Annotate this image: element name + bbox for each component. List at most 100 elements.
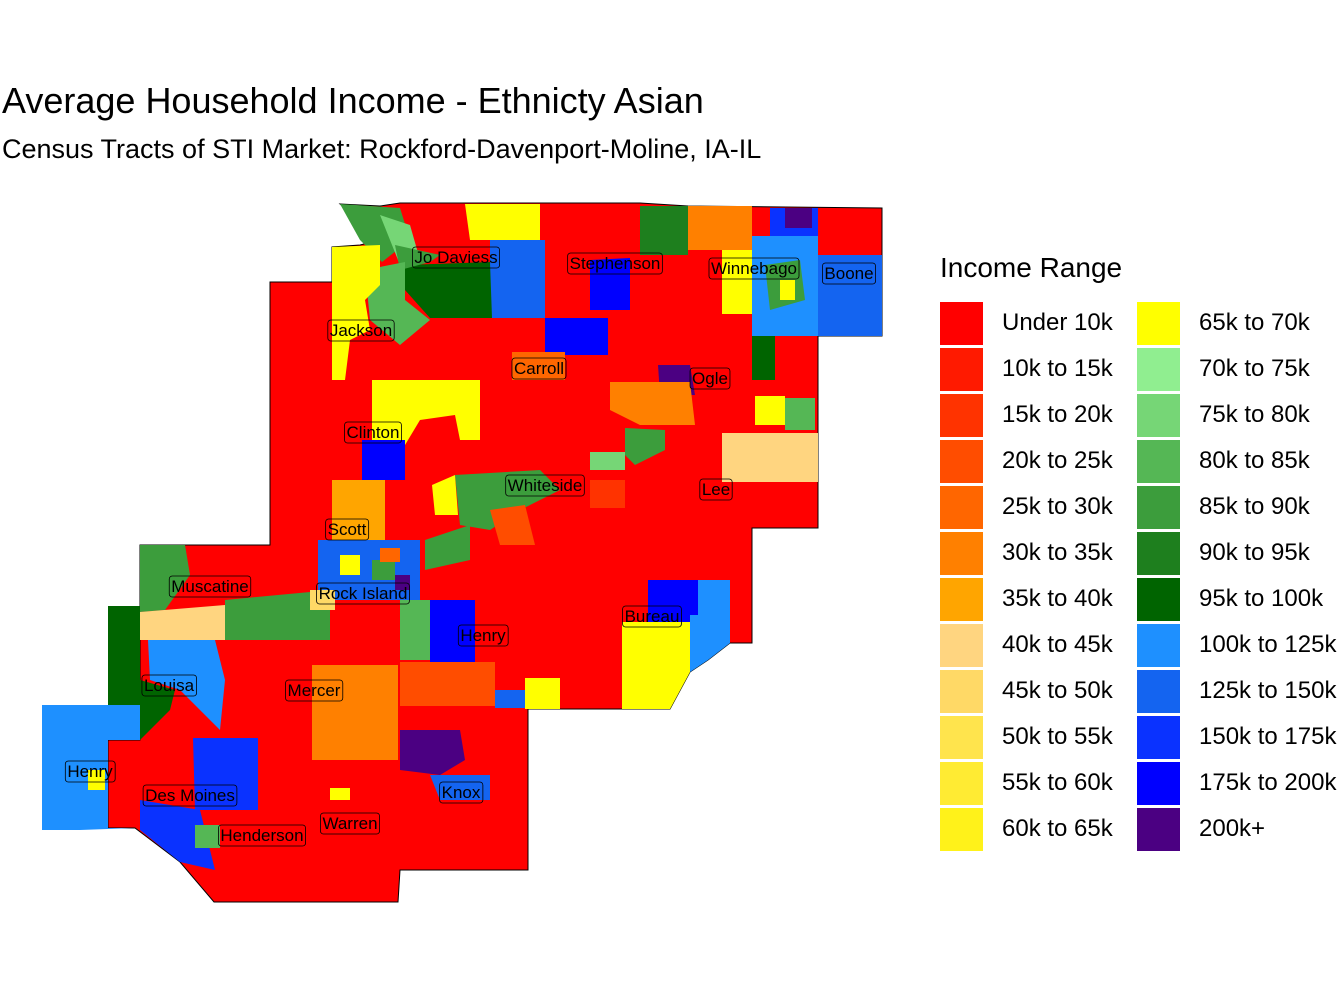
county-label-text: Louisa <box>144 676 195 695</box>
legend-label: 35k to 40k <box>1002 585 1113 612</box>
tract <box>400 662 495 706</box>
county-label-box <box>64 760 116 783</box>
legend-title: Income Range <box>940 252 1123 283</box>
tract <box>545 318 608 355</box>
legend-swatch <box>940 578 983 621</box>
legend-label: 25k to 30k <box>1002 493 1113 520</box>
legend-label: 200k+ <box>1199 815 1266 842</box>
tract <box>755 396 785 425</box>
county-label-box <box>457 624 509 647</box>
tract <box>372 560 395 580</box>
county-labels: Jo Daviess Stephenson Winnebago Boone Jackso… <box>64 246 876 847</box>
county-label: Henderson <box>218 824 306 847</box>
county-label-text: Carroll <box>514 359 564 378</box>
county-label-text: Bureau <box>625 607 680 626</box>
legend-label: 45k to 50k <box>1002 677 1113 704</box>
tract <box>512 352 565 380</box>
tract <box>648 580 698 622</box>
county-label: Bureau <box>622 605 682 628</box>
tract <box>225 592 330 640</box>
legend-swatch <box>1137 302 1180 345</box>
legend-label: 50k to 55k <box>1002 723 1113 750</box>
legend-swatch <box>940 762 983 805</box>
legend-swatch <box>940 532 983 575</box>
county-label: Scott <box>325 518 370 541</box>
county-label: Warren <box>320 812 380 835</box>
legend-label: 15k to 20k <box>1002 401 1113 428</box>
county-label-box <box>285 679 344 702</box>
county-label-text: Henry <box>67 762 113 781</box>
tract <box>430 775 490 800</box>
county-label-box <box>168 575 252 598</box>
county-label: Jo Daviess <box>412 246 500 269</box>
tract <box>640 206 688 255</box>
county-label-text: Rock Island <box>319 584 408 603</box>
tract <box>590 452 625 470</box>
county-label-text: Boone <box>824 264 873 283</box>
tract <box>312 665 398 760</box>
legend-label: 95k to 100k <box>1199 585 1324 612</box>
county-label-text: Henderson <box>220 826 303 845</box>
tract <box>430 600 475 662</box>
legend-swatch <box>940 348 983 391</box>
county-label-box <box>505 474 585 497</box>
county-label-box <box>567 252 663 275</box>
legend-swatch <box>940 670 983 713</box>
county-label-box <box>320 812 380 835</box>
legend-swatch <box>1137 808 1180 851</box>
county-label-box <box>439 781 484 804</box>
county-label: Ogle <box>689 367 731 390</box>
census-tracts <box>42 204 882 870</box>
county-label: Winnebago <box>708 257 800 280</box>
county-label-box <box>412 246 500 269</box>
county-label-box <box>141 674 197 697</box>
county-label-text: Jackson <box>330 321 392 340</box>
tract <box>395 245 440 270</box>
legend-swatch <box>1137 486 1180 529</box>
county-label-text: Stephenson <box>570 254 661 273</box>
county-label: Knox <box>439 781 484 804</box>
county-label-text: Clinton <box>347 423 400 442</box>
tract <box>785 398 815 430</box>
county-label: Henry <box>64 760 116 783</box>
county-label: Whiteside <box>505 474 585 497</box>
legend-label: 75k to 80k <box>1199 401 1310 428</box>
county-label-box <box>622 605 682 628</box>
county-label-text: Scott <box>328 520 367 539</box>
tract <box>88 770 105 790</box>
tract <box>722 433 818 482</box>
county-label-box <box>708 257 800 280</box>
county-label-box <box>327 319 395 342</box>
legend-label: 85k to 90k <box>1199 493 1310 520</box>
tract <box>380 548 400 562</box>
tract <box>818 255 882 336</box>
legend-label: 125k to 150k <box>1199 677 1337 704</box>
legend-swatch <box>1137 440 1180 483</box>
county-label-text: Winnebago <box>711 259 797 278</box>
legend-swatch <box>940 440 983 483</box>
tract <box>332 245 380 380</box>
tract <box>525 678 560 709</box>
legend-swatch <box>1137 348 1180 391</box>
tract <box>785 208 812 228</box>
tract <box>432 475 458 515</box>
tract <box>140 800 215 870</box>
county-label: Boone <box>822 262 876 285</box>
legend-label: 100k to 125k <box>1199 631 1337 658</box>
legend-label: Under 10k <box>1002 309 1113 336</box>
county-label-box <box>344 421 402 444</box>
legend-swatch <box>1137 670 1180 713</box>
legend-label: 150k to 175k <box>1199 723 1337 750</box>
tract <box>400 600 430 660</box>
tract <box>722 250 752 314</box>
county-label-text: Mercer <box>288 681 341 700</box>
county-label-box <box>822 262 876 285</box>
tract <box>780 280 795 300</box>
tract <box>465 204 540 240</box>
tract <box>140 605 225 640</box>
legend-label: 65k to 70k <box>1199 309 1310 336</box>
county-label: Louisa <box>141 674 197 697</box>
map-subtitle: Census Tracts of STI Market: Rockford-Da… <box>2 134 762 164</box>
county-label: Muscatine <box>168 575 252 598</box>
